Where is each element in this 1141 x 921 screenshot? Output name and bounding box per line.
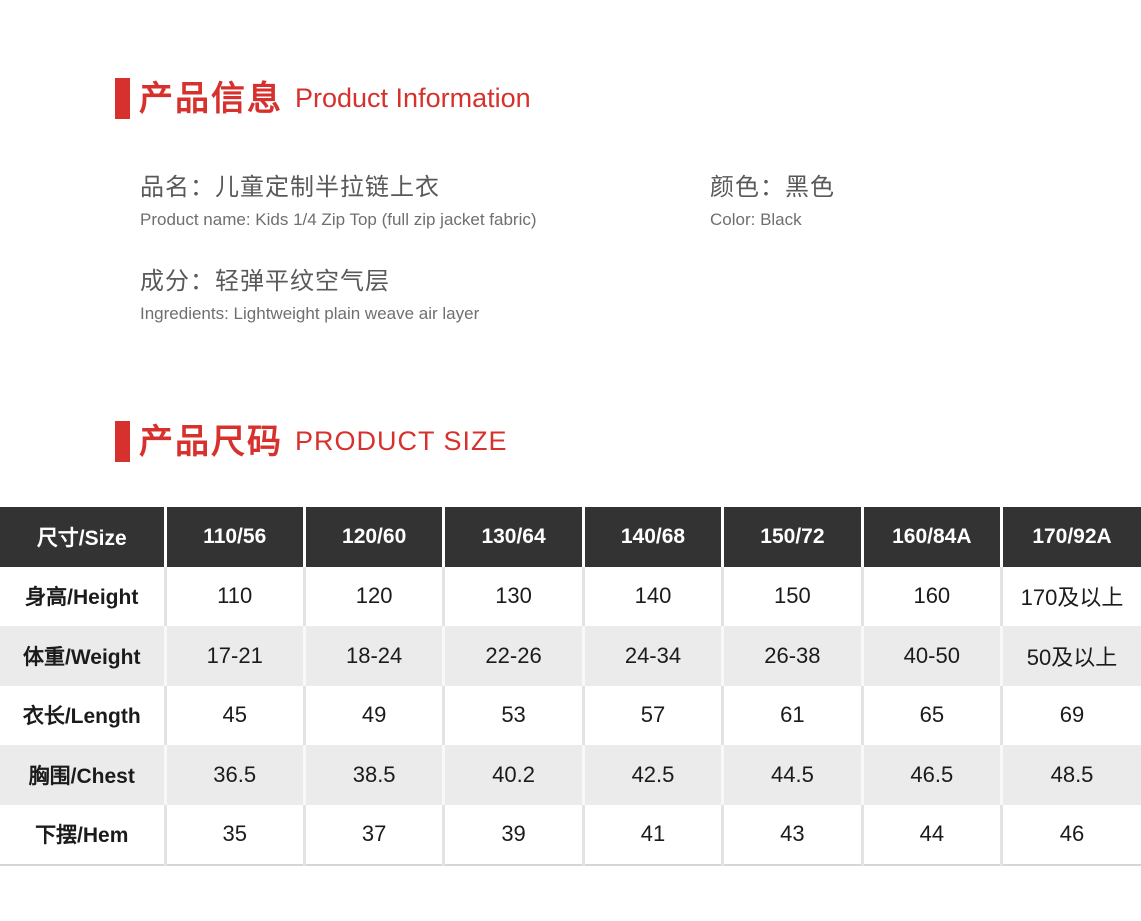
color-zh: 颜色：黑色 [710, 174, 835, 201]
size-value-cell: 17-21 [165, 626, 306, 686]
ingredients-en: Ingredients: Lightweight plain weave air… [140, 303, 480, 323]
size-table-row: 衣长/Length 45 49 53 57 61 65 69 [0, 685, 1141, 745]
product-size-title-zh: 产品尺码 [139, 422, 283, 461]
product-info-title-en: Product Information [295, 83, 531, 113]
size-column-header: 170/92A [1001, 507, 1141, 567]
size-value-cell: 44 [862, 804, 1004, 866]
size-table-row: 体重/Weight 17-21 18-24 22-26 24-34 26-38 40-50 5… [0, 626, 1141, 686]
size-table-body: 身高/Height 110 120 130 140 150 160 170及以上体重/Weig… [0, 566, 1141, 866]
size-row-label: 身高/Height [0, 566, 167, 626]
size-value-cell: 170及以上 [1020, 585, 1124, 611]
size-value-cell: 150 [722, 566, 864, 626]
size-value-cell: 69 [1059, 702, 1085, 728]
product-size-title-en: PRODUCT SIZE [295, 426, 508, 456]
size-value-cell: 37 [304, 804, 446, 866]
size-value-cell: 46 [1001, 804, 1141, 866]
size-value-cell: 48.5 [1050, 761, 1094, 787]
size-value-cell: 110 [165, 566, 306, 626]
size-column-header: 140/68 [583, 507, 725, 567]
size-value-cell: 53 [443, 685, 585, 745]
size-row-label: 衣长/Length [0, 685, 167, 745]
field-color: 颜色：黑色 Color: Black [710, 174, 835, 230]
size-column-header: 110/56 [165, 507, 306, 567]
size-value-cell: 140 [583, 566, 725, 626]
size-table-corner-header: 尺寸/Size [0, 507, 167, 567]
size-table-row: 胸围/Chest 36.5 38.5 40.2 42.5 44.5 46.5 48.5 [0, 745, 1141, 805]
size-value-cell: 39 [443, 804, 585, 866]
red-accent-bar [115, 78, 130, 119]
color-en: Color: Black [710, 209, 802, 229]
size-value-cell: 45 [165, 685, 306, 745]
size-table: 尺寸/Size 110/56 120/60 130/64 140/68 150/72 160… [0, 507, 1141, 866]
ingredients-zh: 成分：轻弹平纹空气层 [140, 268, 390, 295]
size-value-cell: 44.5 [722, 745, 864, 805]
size-value-cell: 160 [862, 566, 1004, 626]
size-value-cell: 40.2 [443, 745, 585, 805]
size-row-label: 体重/Weight [0, 626, 167, 686]
size-column-header: 130/64 [443, 507, 585, 567]
size-value-cell: 57 [583, 685, 725, 745]
size-value-cell: 40-50 [862, 626, 1004, 686]
size-table-header-row: 尺寸/Size 110/56 120/60 130/64 140/68 150/72 160… [0, 507, 1141, 567]
section-heading-product-size: 产品尺码 PRODUCT SIZE [115, 421, 508, 462]
size-row-label: 胸围/Chest [0, 745, 167, 805]
size-value-cell: 18-24 [304, 626, 446, 686]
size-table-row: 下摆/Hem 35 37 39 41 43 44 46 [0, 804, 1141, 866]
size-column-header: 150/72 [722, 507, 864, 567]
size-value-cell: 49 [304, 685, 446, 745]
size-value-cell: 36.5 [165, 745, 306, 805]
size-row-label: 下摆/Hem [0, 804, 167, 866]
product-name-zh: 品名：儿童定制半拉链上衣 [140, 174, 440, 201]
product-name-en: Product name: Kids 1/4 Zip Top (full zip… [140, 209, 537, 229]
size-value-cell: 130 [443, 566, 585, 626]
size-value-cell: 61 [722, 685, 864, 745]
size-column-header: 120/60 [304, 507, 446, 567]
red-accent-bar [115, 421, 130, 462]
size-column-header: 160/84A [862, 507, 1004, 567]
size-value-cell: 24-34 [583, 626, 725, 686]
size-value-cell: 38.5 [304, 745, 446, 805]
size-value-cell: 41 [583, 804, 725, 866]
section-heading-product-info: 产品信息 Product Information [115, 78, 531, 119]
field-product-name: 品名：儿童定制半拉链上衣 Product name: Kids 1/4 Zip … [140, 174, 537, 230]
product-info-title-zh: 产品信息 [139, 79, 283, 118]
size-value-cell: 46.5 [862, 745, 1004, 805]
size-value-cell: 22-26 [443, 626, 585, 686]
size-value-cell: 120 [304, 566, 446, 626]
field-ingredients: 成分：轻弹平纹空气层 Ingredients: Lightweight plai… [140, 268, 479, 324]
size-value-cell: 26-38 [722, 626, 864, 686]
size-value-cell: 43 [722, 804, 864, 866]
size-value-cell: 35 [165, 804, 306, 866]
size-table-row: 身高/Height 110 120 130 140 150 160 170及以上 [0, 566, 1141, 626]
size-value-cell: 65 [862, 685, 1004, 745]
size-value-cell: 42.5 [583, 745, 725, 805]
size-value-cell: 50及以上 [1026, 644, 1118, 670]
